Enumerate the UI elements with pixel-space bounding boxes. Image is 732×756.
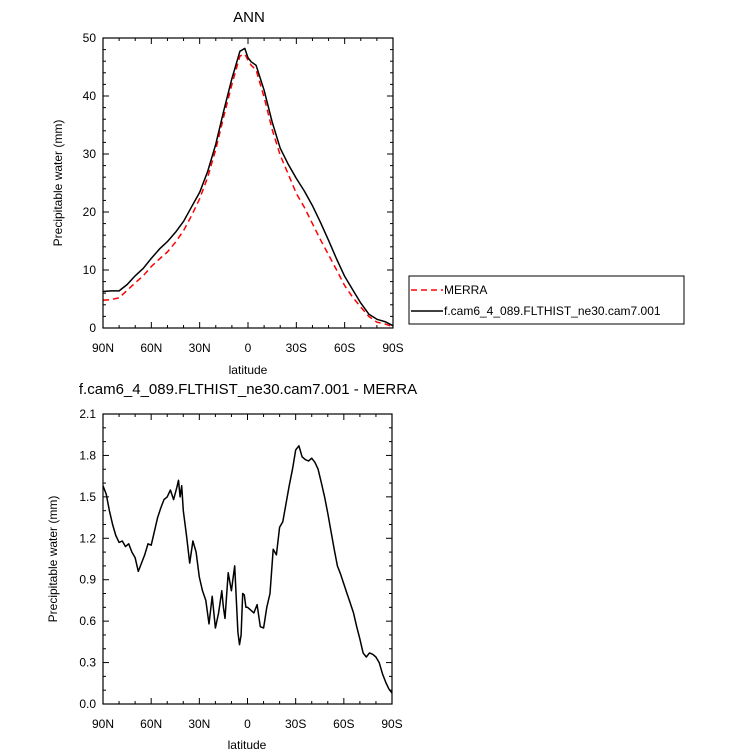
top-y-tick-label: 10	[83, 263, 97, 277]
top-y-tick-label: 20	[83, 205, 97, 219]
top-y-tick-label: 40	[83, 89, 97, 103]
top-x-tick-label: 0	[245, 341, 252, 355]
bottom-x-tick-label: 30S	[285, 717, 306, 731]
top-x-tick-label: 90S	[382, 341, 403, 355]
legend-label-model: f.cam6_4_089.FLTHIST_ne30.cam7.001	[444, 304, 661, 318]
top-x-tick-label: 60N	[140, 341, 162, 355]
top-y-tick-label: 30	[83, 147, 97, 161]
top-x-tick-label: 90N	[92, 341, 114, 355]
bottom-y-tick-label: 2.1	[79, 407, 96, 421]
bottom-chart-title: f.cam6_4_089.FLTHIST_ne30.cam7.001 - MER…	[79, 381, 417, 398]
bottom-series-line-0	[102, 445, 393, 694]
bottom-chart-y-axis-label: Precipitable water (mm)	[46, 496, 60, 623]
bottom-y-tick-label: 0.0	[79, 697, 96, 711]
top-y-tick-label: 0	[89, 321, 96, 335]
bottom-y-tick-label: 0.3	[79, 656, 96, 670]
bottom-x-tick-label: 60N	[140, 717, 162, 731]
top-y-tick-label: 50	[83, 31, 97, 45]
legend-box	[408, 275, 685, 325]
legend-label-merra: MERRA	[444, 283, 487, 297]
bottom-y-tick-label: 1.2	[79, 531, 96, 545]
bottom-y-tick-label: 1.5	[79, 490, 96, 504]
bottom-x-tick-label: 90N	[92, 717, 114, 731]
bottom-x-tick-label: 90S	[381, 717, 402, 731]
top-chart-ticks: 90N 60N 30N 0 30S 60S 90S 0 10 20 30 40 50	[83, 31, 404, 355]
bottom-x-tick-label: 60S	[333, 717, 354, 731]
top-chart-title: ANN	[233, 9, 265, 26]
top-chart-series-layer	[102, 47, 394, 328]
bottom-y-tick-label: 1.8	[79, 448, 96, 462]
top-chart-y-axis-label: Precipitable water (mm)	[51, 120, 65, 247]
top-x-tick-label: 30N	[189, 341, 211, 355]
bottom-chart-series-layer	[102, 445, 393, 694]
bottom-chart-frame	[102, 413, 393, 705]
bottom-chart-ticks: 90N 60N 30N 0 30S 60S 90S 0.0 0.3 0.6 0.9 1.2 1.5 1.8…	[79, 407, 402, 731]
bottom-y-tick-label: 0.9	[79, 573, 96, 587]
bottom-chart-x-axis-label: latitude	[228, 738, 267, 752]
top-chart-panel: ANN 90N 60N 30N 0 30S 60S 90S 0 10 20 30 40 50 latit…	[51, 9, 685, 377]
top-series-line-1	[102, 47, 394, 327]
top-series-line-0	[102, 53, 394, 328]
bottom-x-tick-label: 30N	[188, 717, 210, 731]
top-x-tick-label: 60S	[334, 341, 355, 355]
top-chart-x-axis-label: latitude	[229, 363, 268, 377]
bottom-x-tick-label: 0	[244, 717, 251, 731]
bottom-y-tick-label: 0.6	[79, 614, 96, 628]
top-x-tick-label: 30S	[286, 341, 307, 355]
bottom-chart-panel: f.cam6_4_089.FLTHIST_ne30.cam7.001 - MER…	[46, 381, 417, 752]
top-chart-legend: MERRA f.cam6_4_089.FLTHIST_ne30.cam7.001	[408, 275, 685, 325]
